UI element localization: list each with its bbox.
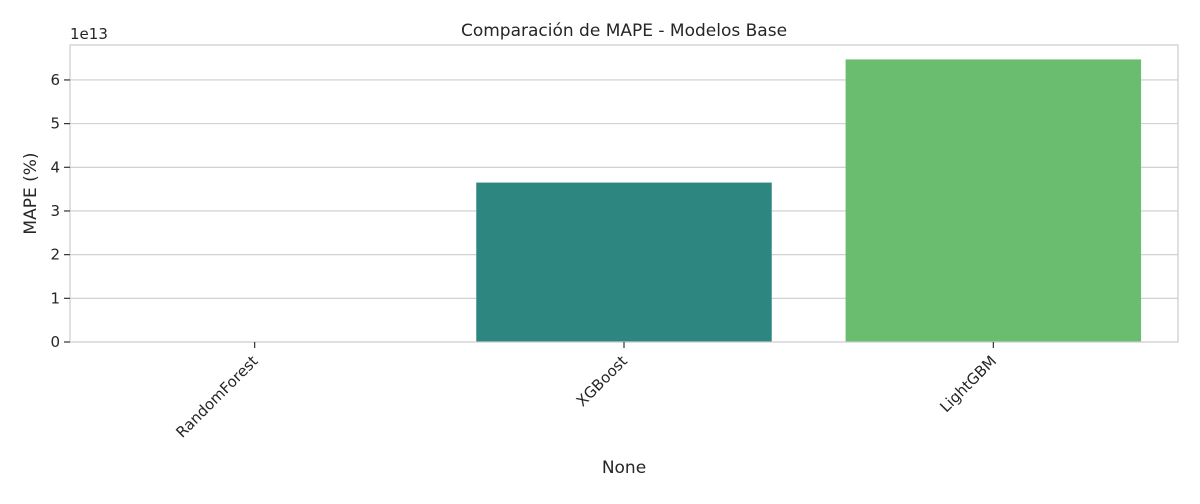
- y-tick-label: 6: [50, 71, 60, 89]
- y-tick-label: 1: [50, 289, 60, 307]
- x-axis-label: None: [602, 458, 646, 478]
- x-tick-label: XGBoost: [573, 352, 631, 410]
- y-axis-ticks: 0 1 2 3 4 5 6: [50, 71, 70, 351]
- x-tick-label: RandomForest: [172, 352, 261, 441]
- x-tick-label: LightGBM: [936, 352, 1000, 416]
- bars: [476, 59, 1142, 342]
- bar-lightgbm: [845, 59, 1142, 342]
- y-tick-label: 4: [50, 158, 60, 176]
- y-tick-label: 2: [50, 246, 60, 264]
- y-axis-scale-offset: 1e13: [70, 25, 108, 43]
- bar-xgboost: [476, 182, 772, 342]
- y-tick-label: 3: [50, 202, 60, 220]
- y-axis-label: MAPE (%): [21, 152, 41, 234]
- y-tick-label: 5: [50, 115, 60, 133]
- x-axis-ticks: RandomForest XGBoost LightGBM: [172, 342, 1000, 441]
- y-tick-label: 0: [50, 333, 60, 351]
- chart-title: Comparación de MAPE - Modelos Base: [461, 21, 787, 41]
